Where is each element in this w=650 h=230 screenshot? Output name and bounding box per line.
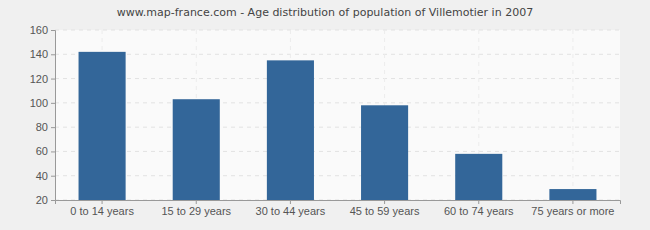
bar [173, 99, 220, 200]
bar [79, 52, 126, 200]
grid-line [572, 30, 573, 200]
grid-line [55, 78, 620, 79]
tick-mark [51, 54, 55, 55]
tick-mark [572, 200, 573, 204]
tick-label: 0 to 14 years [70, 205, 134, 217]
tick-mark [102, 200, 103, 204]
tick-mark [51, 176, 55, 177]
tick: 40 [36, 170, 55, 182]
tick-label: 75 years or more [531, 205, 614, 217]
tick-mark [51, 200, 55, 201]
grid [55, 30, 620, 200]
bars [79, 52, 597, 200]
tick: 140 [30, 48, 55, 60]
grid-line [55, 151, 620, 152]
tick-mark [290, 200, 291, 204]
plot: 20 40 60 80 100 120 140 160 0 to 14 years 15 to 2… [30, 24, 621, 217]
background [0, 0, 650, 230]
tick-mark [51, 79, 55, 80]
tick: 80 [36, 121, 55, 133]
tick-mark [51, 103, 55, 104]
tick-label: 30 to 44 years [256, 205, 326, 217]
grid-line [55, 175, 620, 176]
tick-label: 60 [36, 145, 48, 157]
tick: 45 to 59 years [350, 200, 420, 217]
plot-area [55, 30, 620, 200]
tick: 120 [30, 73, 55, 85]
grid-line [55, 54, 620, 55]
tick-mark [384, 200, 385, 204]
axis-line [56, 201, 621, 205]
tick: 160 [30, 24, 55, 36]
tick-label: 60 to 74 years [444, 205, 514, 217]
tick-mark [478, 200, 479, 204]
bar [549, 189, 596, 200]
tick: 60 to 74 years [444, 200, 514, 217]
bar [455, 154, 502, 200]
tick-label: 120 [30, 73, 48, 85]
tick: 30 to 44 years [256, 200, 326, 217]
tick: 15 to 29 years [161, 200, 231, 217]
chart: 20 40 60 80 100 120 140 160 0 to 14 years 15 to 2… [0, 0, 650, 230]
tick: 60 [36, 145, 55, 157]
axis-line [51, 31, 56, 201]
grid-line [55, 127, 620, 128]
tick-label: 15 to 29 years [161, 205, 231, 217]
tick-label: 140 [30, 48, 48, 60]
tick-label: 20 [36, 194, 48, 206]
tick-label: 80 [36, 121, 48, 133]
grid-line [55, 30, 620, 31]
tick-label: 100 [30, 97, 48, 109]
tick-mark [51, 30, 55, 31]
grid-line [55, 102, 620, 103]
tick: 20 [36, 194, 55, 206]
bar [267, 60, 314, 200]
tick-mark [196, 200, 197, 204]
tick-label: 160 [30, 24, 48, 36]
title: www.map-france.com - Age distribution of… [117, 6, 533, 19]
tick-label: 45 to 59 years [350, 205, 420, 217]
y-axis: 20 40 60 80 100 120 140 160 [30, 24, 56, 206]
bar [361, 105, 408, 200]
tick: 100 [30, 97, 55, 109]
tick-mark [51, 151, 55, 152]
x-axis: 0 to 14 years 15 to 29 years 30 to 44 year… [56, 200, 621, 217]
tick-label: 40 [36, 170, 48, 182]
tick: 75 years or more [531, 200, 614, 217]
tick: 0 to 14 years [70, 200, 134, 217]
tick-mark [51, 127, 55, 128]
